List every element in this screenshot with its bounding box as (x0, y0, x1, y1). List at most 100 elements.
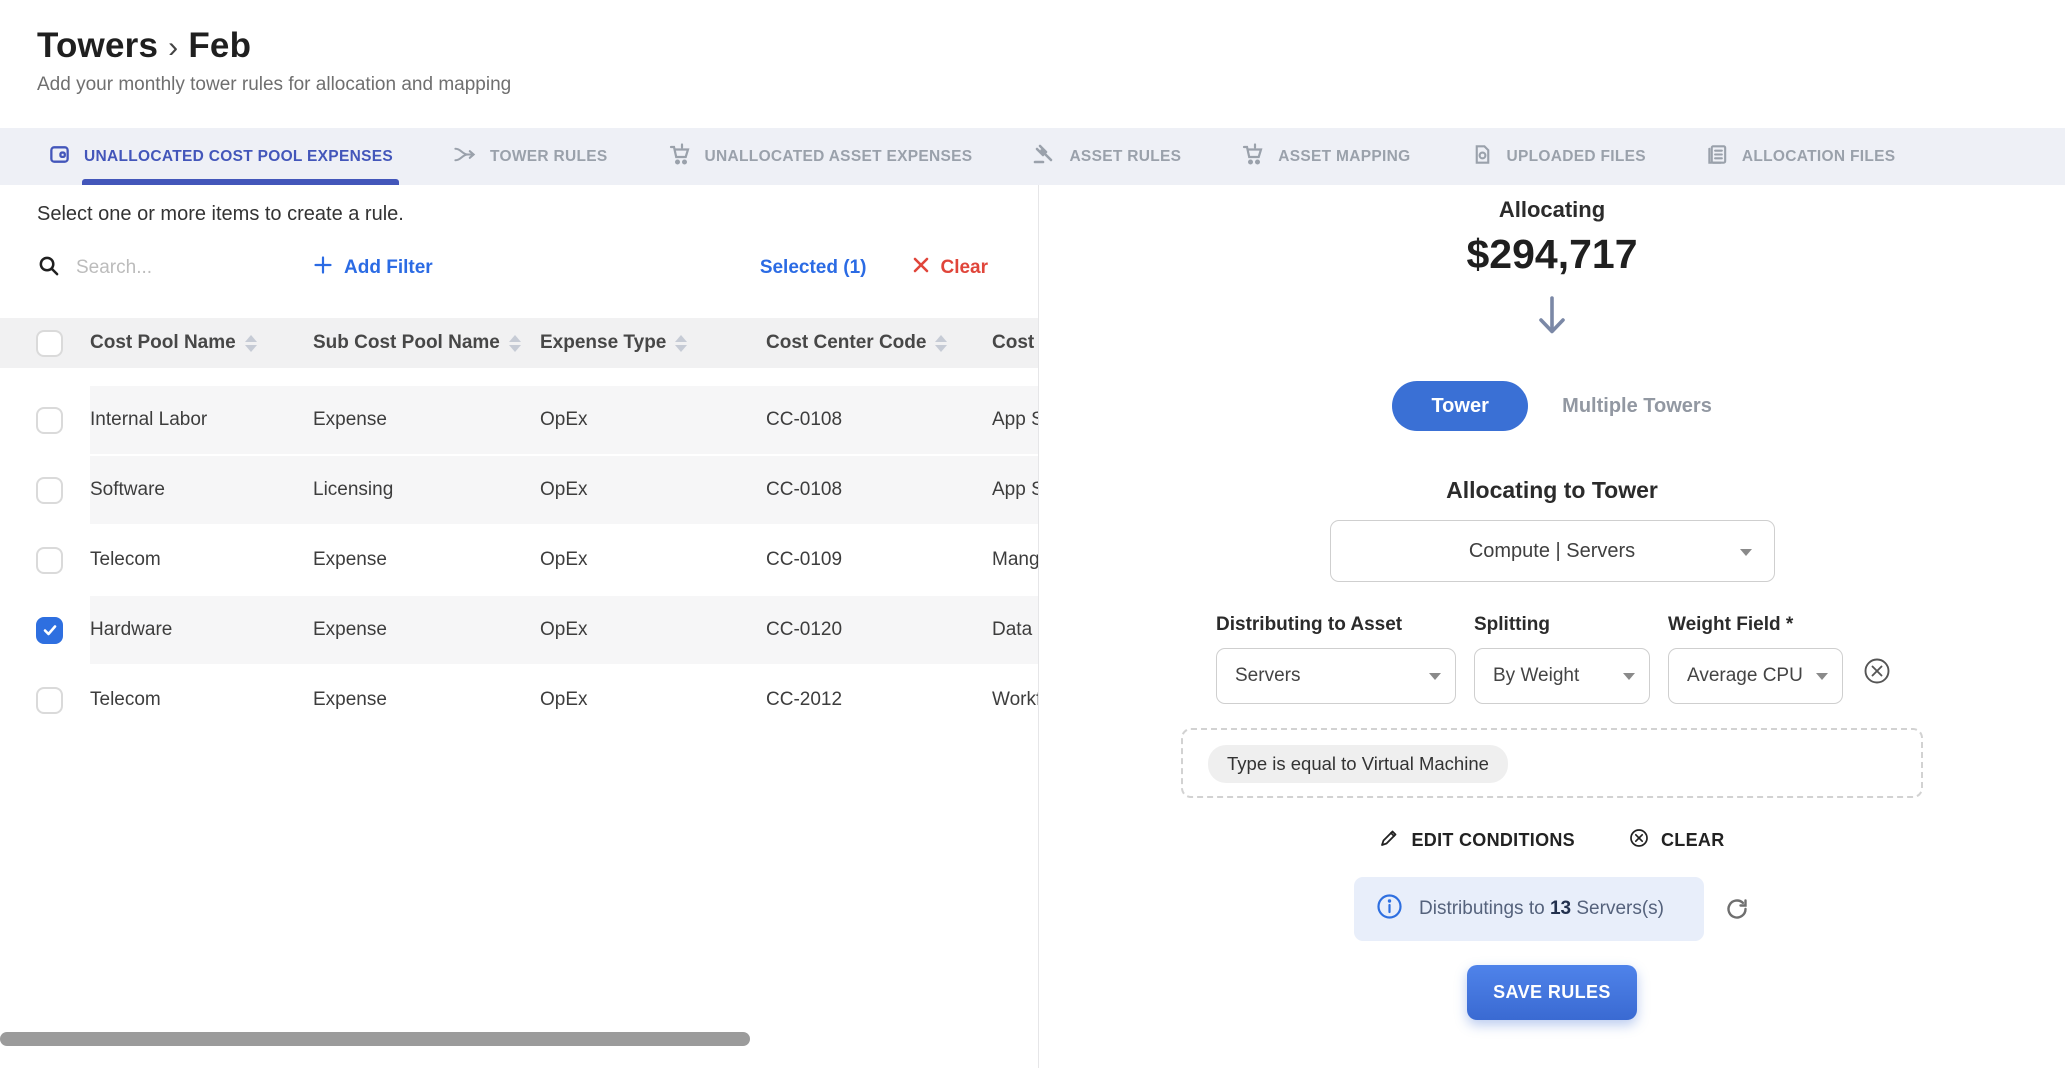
info-icon (1376, 893, 1403, 925)
tab-tower-rules[interactable]: TOWER RULES (453, 128, 608, 185)
row-checkbox[interactable] (36, 686, 63, 714)
table-toolbar: Add Filter Selected (1) Clear (37, 254, 988, 282)
cell-cost-pool-name: Telecom (90, 666, 313, 734)
tab-unallocated-asset-expenses[interactable]: UNALLOCATED ASSET EXPENSES (668, 128, 973, 185)
add-filter-button[interactable]: Add Filter (313, 255, 433, 281)
table-header-row: Cost Pool Name Sub Cost Pool Name Expens… (0, 318, 1038, 368)
column-header-cost-pool-name[interactable]: Cost Pool Name (90, 332, 313, 354)
column-header-cost-center-code[interactable]: Cost Center Code (766, 332, 992, 354)
tab-uploaded-files[interactable]: UPLOADED FILES (1471, 128, 1646, 185)
tower-select[interactable]: Compute | Servers (1329, 520, 1775, 582)
tab-unallocated-cost-pool-expenses[interactable]: UNALLOCATED COST POOL EXPENSES (48, 128, 399, 185)
weight-field-select[interactable]: Average CPU (1668, 648, 1843, 704)
row-checkbox[interactable] (36, 616, 63, 644)
allocating-amount: $294,717 (1466, 231, 1638, 277)
plus-icon (313, 255, 333, 281)
cell-cost-center-name: Mang (992, 526, 1038, 594)
arrow-merge-icon (453, 143, 477, 171)
table-row[interactable]: Telecom Expense OpEx CC-2012 Workf (0, 665, 1038, 735)
distribution-info-row: Distributings to 13 Servers(s) (1039, 877, 2065, 941)
cell-cost-center-code: CC-2012 (766, 666, 992, 734)
page-subtitle: Add your monthly tower rules for allocat… (37, 74, 512, 95)
cell-sub-cost-pool-name: Expense (313, 526, 540, 594)
search-input[interactable] (76, 257, 266, 279)
selection-instruction: Select one or more items to create a rul… (37, 203, 404, 225)
tab-label: UNALLOCATED COST POOL EXPENSES (84, 147, 393, 165)
tab-label: ALLOCATION FILES (1741, 147, 1896, 165)
refresh-icon[interactable] (1724, 896, 1750, 922)
table-body: Internal Labor Expense OpEx CC-0108 App … (0, 385, 1038, 735)
tab-allocation-files[interactable]: ALLOCATION FILES (1706, 128, 1895, 185)
table-row[interactable]: Software Licensing OpEx CC-0108 App S (0, 455, 1038, 525)
tab-label: ASSET MAPPING (1278, 147, 1411, 165)
breadcrumb-separator: › (168, 31, 179, 64)
condition-chip[interactable]: Type is equal to Virtual Machine (1208, 745, 1508, 783)
table-row[interactable]: Hardware Expense OpEx CC-0120 Data C (0, 595, 1038, 665)
tab-label: UNALLOCATED ASSET EXPENSES (704, 147, 973, 165)
splitting-select[interactable]: By Weight (1474, 648, 1650, 704)
sort-icon (508, 334, 521, 352)
weight-field-label: Weight Field * (1668, 614, 1794, 635)
cell-cost-pool-name: Software (90, 456, 313, 524)
row-checkbox[interactable] (36, 406, 63, 434)
remove-weight-field-button[interactable] (1863, 657, 1891, 690)
row-checkbox[interactable] (36, 476, 63, 504)
allocating-label: Allocating (1498, 197, 1606, 222)
cart-icon (668, 142, 692, 171)
column-header-sub-cost-pool-name[interactable]: Sub Cost Pool Name (313, 332, 540, 354)
arrow-down-icon (1039, 294, 2065, 343)
sort-icon (244, 334, 257, 352)
tab-asset-mapping[interactable]: ASSET MAPPING (1241, 128, 1410, 185)
column-header-cost-center-name[interactable]: Cost C (992, 332, 1038, 353)
splitting-label: Splitting (1474, 614, 1550, 635)
condition-actions: EDIT CONDITIONS CLEAR (1039, 828, 2065, 853)
allocation-panel: Allocating $294,717 Tower Multiple Tower… (1039, 185, 2065, 1068)
cart-icon (1241, 142, 1265, 171)
distribution-fields: Distributing to Asset Servers Splitting … (1216, 614, 1891, 704)
wallet-icon (48, 143, 71, 171)
cell-expense-type: OpEx (540, 666, 766, 734)
expenses-panel: Select one or more items to create a rul… (0, 185, 1039, 1068)
selected-count[interactable]: Selected (1) (759, 257, 867, 278)
row-checkbox[interactable] (36, 546, 63, 574)
active-tab-underline (82, 179, 399, 185)
select-all-checkbox[interactable] (36, 329, 63, 357)
cell-cost-center-code: CC-0120 (766, 596, 992, 664)
circle-x-icon (1629, 828, 1649, 853)
clear-conditions-button[interactable]: CLEAR (1629, 828, 1725, 853)
clear-label: Clear (940, 257, 988, 278)
chevron-down-icon (1739, 549, 1752, 556)
multiple-towers-toggle[interactable]: Multiple Towers (1562, 394, 1712, 417)
save-rules-button[interactable]: SAVE RULES (1467, 965, 1637, 1020)
column-header-expense-type[interactable]: Expense Type (540, 332, 766, 354)
breadcrumb-towers[interactable]: Towers (37, 26, 159, 65)
chevron-down-icon (1816, 672, 1828, 680)
distributing-to-asset-select[interactable]: Servers (1216, 648, 1456, 704)
document-list-icon (1706, 143, 1729, 171)
cell-cost-center-code: CC-0108 (766, 386, 992, 454)
edit-conditions-button[interactable]: EDIT CONDITIONS (1379, 828, 1575, 853)
clear-selection-button[interactable]: Clear (912, 256, 988, 280)
cell-cost-pool-name: Hardware (90, 596, 313, 664)
cell-sub-cost-pool-name: Expense (313, 386, 540, 454)
tower-select-value: Compute | Servers (1468, 539, 1636, 562)
chevron-down-icon (1623, 672, 1635, 680)
cell-cost-center-name: App S (992, 386, 1038, 454)
cell-cost-center-code: CC-0108 (766, 456, 992, 524)
tab-bar: UNALLOCATED COST POOL EXPENSES TOWER RUL… (0, 128, 2065, 185)
table-row[interactable]: Internal Labor Expense OpEx CC-0108 App … (0, 385, 1038, 455)
tower-toggle-button[interactable]: Tower (1392, 381, 1529, 431)
cell-cost-pool-name: Internal Labor (90, 386, 313, 454)
search-box[interactable] (37, 254, 287, 282)
cell-sub-cost-pool-name: Expense (313, 666, 540, 734)
cell-expense-type: OpEx (540, 526, 766, 594)
allocation-mode-toggle: Tower Multiple Towers (1039, 381, 2065, 431)
attachment-file-icon (1471, 143, 1494, 171)
search-icon (37, 254, 60, 282)
horizontal-scrollbar[interactable] (0, 1032, 750, 1046)
page-header: Towers › Feb Add your monthly tower rules … (0, 0, 2065, 128)
allocating-to-tower-title: Allocating to Tower (1446, 477, 1658, 503)
table-row[interactable]: Telecom Expense OpEx CC-0109 Mang (0, 525, 1038, 595)
conditions-box: Type is equal to Virtual Machine (1181, 728, 1923, 798)
tab-asset-rules[interactable]: ASSET RULES (1032, 128, 1181, 185)
